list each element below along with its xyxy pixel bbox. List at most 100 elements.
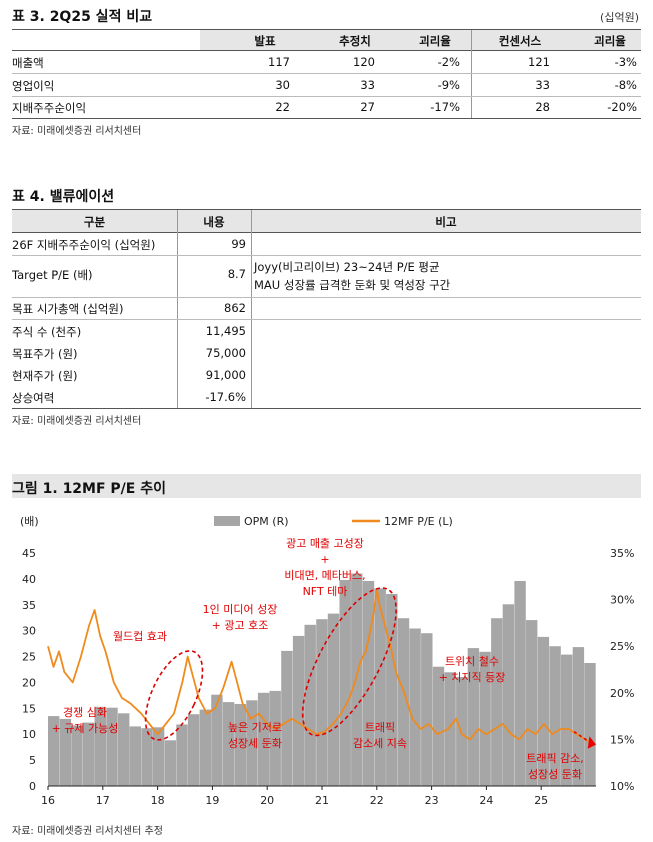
annotation-text: + [320,553,329,566]
table3-header-5: 괴리율 [594,34,626,48]
table3-unit: (십억원) [600,11,639,24]
opm-bar [59,718,72,786]
highlight-ellipse [144,650,204,741]
table3-header-bg [200,30,641,50]
pe-line [47,588,594,746]
opm-bar [94,706,106,786]
opm-bar [304,624,316,786]
opm-bar [292,635,305,786]
annotation-text: 트래픽 [365,721,395,734]
annotation-text: + 치지직 등장 [439,671,506,684]
opm-bar [397,618,410,786]
table4-row-label: 26F 지배주주순이익 (십억원) [12,238,156,252]
opm-bar [316,619,328,786]
opm-bar [432,666,445,786]
table3-cell: 33 [535,78,550,92]
table4-row-label: 상승여력 [12,391,55,405]
table4-row-label: 주식 수 (천주) [12,325,82,339]
table4-header-2: 비고 [435,215,457,229]
trend-arrowhead [587,736,596,749]
annotation-text: 성장세 둔화 [228,737,282,750]
table3-cell: 120 [353,55,375,69]
table3-cell: -2% [437,55,460,69]
opm-bar [141,728,153,786]
opm-bar [502,604,515,786]
opm-bar [537,636,550,786]
x-tick: 18 [151,794,165,807]
annotation-text: 월드컵 효과 [113,630,167,643]
opm-bar [549,646,561,786]
opm-bar [211,694,223,786]
table4-source: 자료: 미래에셋증권 리서치센터 [12,416,142,427]
table4-row-value: 8.7 [227,267,246,281]
x-tick: 17 [96,794,110,807]
legend-opm-swatch [214,516,240,526]
annotation-text: 1인 미디어 성장 [203,603,278,616]
table3-cell: 30 [275,78,290,92]
table3-title: 표 3. 2Q25 실적 비교 [12,9,153,25]
table4-row-value: 75,000 [205,346,246,360]
table4-row-value: 862 [224,301,246,315]
opm-bar [467,648,480,786]
x-tick: 16 [41,794,55,807]
opm-bar [514,581,526,786]
opm-bar [48,716,60,786]
y-left-tick: 10 [22,728,36,741]
x-tick: 22 [370,794,384,807]
annotation-text: 트래픽 감소, [526,752,584,765]
table3-header-2: 추정치 [339,34,371,48]
legend-pe-label: 12MF P/E (L) [384,515,453,528]
opm-bar [386,594,398,786]
opm-bar [164,740,176,786]
table3-cell: 28 [535,100,550,114]
opm-bar [456,677,468,786]
annotation-text: 경쟁 심화 [63,706,107,719]
table3-cell: 27 [360,100,375,114]
table4-header-0: 구분 [83,215,106,229]
opm-bar [374,588,386,786]
annotation-text: 비대면, 메타버스, [284,569,365,582]
opm-bar [362,581,375,786]
opm-bar [118,713,130,786]
table3-cell: 22 [275,100,290,114]
table4-row-label: Target P/E (배) [12,268,93,282]
annotation-text: 감소세 지속 [353,737,407,750]
table3-cell: -8% [614,78,637,92]
opm-bar [129,726,141,786]
y-right-tick: 35% [610,547,634,560]
opm-bar [561,654,573,786]
y-right-tick: 10% [610,780,634,793]
y-left-tick: 20 [22,676,36,689]
annotation-text: + 광고 호조 [212,619,269,632]
opm-bar [269,690,281,786]
x-tick: 19 [205,794,219,807]
highlight-ellipse [301,587,397,737]
opm-bar [234,704,246,786]
annotation-text: 광고 매출 고성장 [286,537,364,550]
annotation-text: 성장성 둔화 [528,768,582,781]
opm-bar [152,727,165,786]
opm-bar [491,618,503,786]
y-left-tick: 5 [29,754,36,767]
legend-opm-label: OPM (R) [244,515,289,528]
y-left-tick: 25 [22,651,36,664]
table4-row-note: Joyy(비고리이브) 23~24년 P/E 평균 [254,260,440,274]
figure1-title: 그림 1. 12MF P/E 추이 [12,481,166,497]
x-tick: 20 [260,794,274,807]
y-left-tick: 40 [22,573,36,586]
opm-bar [257,692,270,786]
table3-row-label: 지배주주순이익 [12,101,87,115]
table4-row-label: 목표 시가총액 (십억원) [12,302,124,316]
table4-row-value: 99 [231,237,246,251]
pe-chart: (배) OPM (R) 12MF P/E (L) 45 40 35 30 25 20 15 10 5 0… [20,515,634,807]
opm-bar [584,663,596,786]
figure1-source: 자료: 미래에셋증권 리서치센터 추정 [12,826,163,837]
opm-bar [351,573,363,786]
opm-bar [83,722,95,786]
table4-header-1: 내용 [203,215,225,229]
opm-bar [409,628,421,786]
opm-bar [327,613,340,786]
opm-bar [246,700,258,786]
x-tick: 24 [479,794,493,807]
opm-bar [106,707,118,786]
